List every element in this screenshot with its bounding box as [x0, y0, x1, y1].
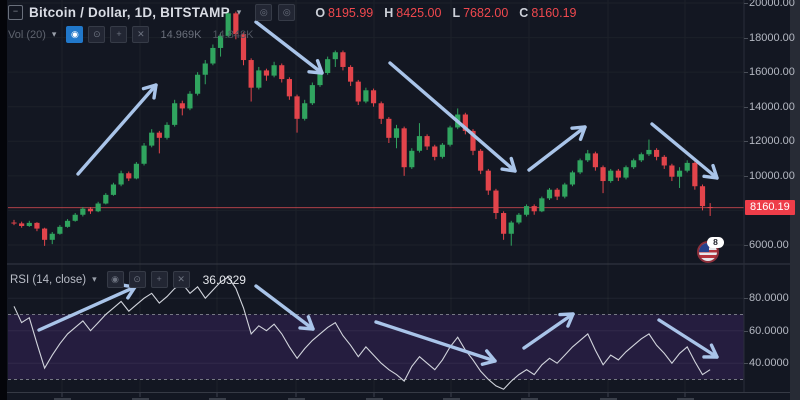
rsi-axis-label: 80.0000 — [749, 292, 789, 305]
close-label: C — [519, 5, 529, 20]
symbol-legend: − Bitcoin / Dollar, 1D, BITSTAMP ▾ ◎ ◎ O… — [8, 4, 577, 21]
last-price-badge: 8160.19 — [745, 199, 795, 215]
volume-eye-icon[interactable]: ◉ — [66, 26, 84, 43]
open-value: 8195.99 — [328, 5, 374, 20]
axis-tick — [744, 175, 748, 177]
axis-tick — [744, 141, 748, 143]
notification-count-badge[interactable]: 8 — [707, 237, 724, 248]
rsi-label[interactable]: RSI (14, close) — [10, 273, 87, 286]
high-label: H — [384, 5, 394, 20]
low-label: L — [452, 5, 461, 20]
price-axis-label: 14000.00 — [749, 100, 795, 113]
axis-tick — [744, 3, 748, 4]
volume-value-2: 14.848K — [212, 28, 254, 41]
price-axis-label: 18000.00 — [749, 31, 795, 44]
rsi-eye-icon[interactable]: ◉ — [106, 271, 124, 288]
price-axis-label: 10000.00 — [749, 169, 795, 182]
collapse-panel-icon[interactable]: − — [8, 5, 23, 20]
volume-gear-icon[interactable]: ⊙ — [88, 26, 106, 43]
volume-legend: Vol (20) ▾ ◉ ⊙ + ✕ 14.969K 14.848K — [8, 26, 253, 43]
symbol-title[interactable]: Bitcoin / Dollar, 1D, BITSTAMP — [29, 5, 230, 20]
quick-action-icon-2[interactable]: ◎ — [278, 4, 296, 21]
rsi-axis-label: 60.0000 — [749, 324, 789, 337]
high-value: 8425.00 — [396, 5, 442, 20]
left-edge-strip — [0, 0, 7, 400]
right-scroll-strip[interactable] — [790, 0, 800, 400]
rsi-caret-icon[interactable]: ▾ — [92, 274, 97, 284]
volume-value-1: 14.969K — [160, 28, 202, 41]
volume-add-icon[interactable]: + — [110, 26, 128, 43]
volume-close-icon[interactable]: ✕ — [132, 26, 150, 43]
close-value: 8160.19 — [531, 5, 577, 20]
rsi-close-icon[interactable]: ✕ — [172, 271, 190, 288]
open-label: O — [315, 5, 326, 20]
quick-action-icon-1[interactable]: ◎ — [255, 4, 273, 21]
low-value: 7682.00 — [463, 5, 509, 20]
rsi-value: 36.0329 — [202, 272, 246, 287]
volume-caret-icon[interactable]: ▾ — [51, 29, 57, 39]
rsi-gear-icon[interactable]: ⊙ — [128, 271, 146, 288]
axis-tick — [744, 37, 748, 39]
ohlc-readout: O 8195.99 H 8425.00 L 7682.00 C 8160.19 — [315, 6, 576, 20]
axis-tick — [744, 298, 748, 300]
axis-tick — [744, 106, 748, 108]
rsi-axis-label: 40.0000 — [749, 357, 789, 370]
price-axis-label: 12000.00 — [749, 135, 795, 148]
axis-tick — [744, 72, 748, 74]
price-axis-label: 6000.00 — [749, 239, 789, 251]
axis-tick — [744, 245, 748, 246]
price-axis-label: 20000.00 — [749, 0, 795, 9]
axis-tick — [744, 363, 748, 365]
volume-label[interactable]: Vol (20) — [8, 28, 46, 41]
axis-tick — [744, 330, 748, 332]
symbol-caret-icon[interactable]: ▾ — [236, 7, 242, 17]
rsi-add-icon[interactable]: + — [150, 271, 168, 288]
price-axis-label: 16000.00 — [749, 66, 795, 79]
rsi-legend: RSI (14, close) ▾ ◉ ⊙ + ✕ 36.0329 — [10, 271, 246, 288]
flag-canton — [699, 243, 709, 252]
